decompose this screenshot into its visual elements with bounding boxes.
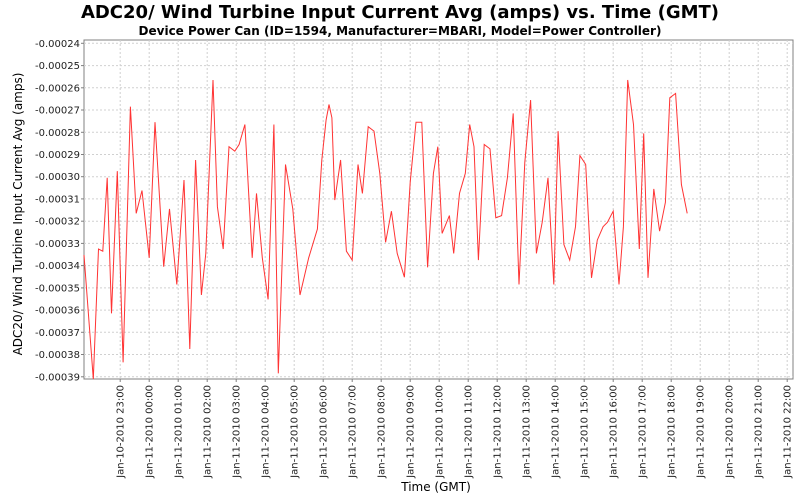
x-tick-label: Jan-11-2010 03:00 [232, 385, 243, 479]
y-tick-label: -0.00032 [35, 217, 80, 228]
y-tick-label: -0.00035 [35, 283, 80, 294]
x-tick-label: Jan-11-2010 06:00 [319, 385, 330, 479]
x-tick-label: Jan-11-2010 14:00 [551, 385, 562, 479]
y-tick-label: -0.00036 [35, 306, 80, 317]
x-tick-label: Jan-11-2010 01:00 [174, 385, 185, 479]
x-tick-label: Jan-11-2010 07:00 [348, 385, 359, 479]
y-axis-label: ADC20/ Wind Turbine Input Current Avg (a… [11, 73, 25, 356]
x-tick-label: Jan-11-2010 00:00 [145, 385, 156, 479]
y-tick-label: -0.00037 [35, 328, 80, 339]
y-tick-label: -0.00038 [35, 350, 80, 361]
x-tick-label: Jan-11-2010 13:00 [522, 385, 533, 479]
series-layer [83, 79, 688, 380]
y-tick-label: -0.00028 [35, 128, 80, 139]
y-tick-label: -0.00030 [35, 172, 80, 183]
y-tick-label: -0.00025 [35, 61, 80, 72]
y-tick-label: -0.00027 [35, 106, 80, 117]
x-tick-label: Jan-10-2010 23:00 [116, 385, 127, 479]
x-tick-label: Jan-11-2010 05:00 [290, 385, 301, 479]
chart-title: ADC20/ Wind Turbine Input Current Avg (a… [80, 2, 720, 23]
x-tick-label: Jan-11-2010 18:00 [667, 385, 678, 479]
y-axis: -0.00024 -0.00025 -0.00026 -0.00027 -0.00028… [35, 39, 84, 383]
x-tick-label: Jan-11-2010 08:00 [377, 385, 388, 479]
y-tick-label: -0.00026 [35, 83, 80, 94]
x-tick-label: Jan-11-2010 17:00 [638, 385, 649, 479]
x-tick-label: Jan-11-2010 02:00 [203, 385, 214, 479]
x-tick-label: Jan-11-2010 22:00 [783, 385, 794, 479]
x-tick-label: Jan-11-2010 09:00 [406, 385, 417, 479]
y-tick-label: -0.00034 [35, 261, 80, 272]
x-tick-label: Jan-11-2010 10:00 [435, 385, 446, 479]
y-tick-label: -0.00039 [35, 372, 80, 383]
y-tick-label: -0.00031 [35, 194, 80, 205]
x-tick-label: Jan-11-2010 04:00 [261, 385, 272, 479]
series-line [83, 79, 688, 380]
chart-subtitle: Device Power Can (ID=1594, Manufacturer=… [138, 24, 662, 38]
x-tick-label: Jan-11-2010 15:00 [580, 385, 591, 479]
x-axis: Jan-10-2010 23:00 Jan-11-2010 00:00 Jan-11… [116, 379, 794, 479]
x-tick-label: Jan-11-2010 11:00 [464, 385, 475, 479]
plot-area [83, 39, 794, 380]
x-tick-label: Jan-11-2010 12:00 [493, 385, 504, 479]
x-axis-label: Time (GMT) [400, 480, 471, 494]
x-tick-label: Jan-11-2010 20:00 [725, 385, 736, 479]
y-tick-label: -0.00029 [35, 150, 80, 161]
x-tick-label: Jan-11-2010 16:00 [609, 385, 620, 479]
y-tick-label: -0.00033 [35, 239, 80, 250]
x-tick-label: Jan-11-2010 21:00 [754, 385, 765, 479]
x-tick-label: Jan-11-2010 19:00 [696, 385, 707, 479]
y-tick-label: -0.00024 [35, 39, 80, 50]
